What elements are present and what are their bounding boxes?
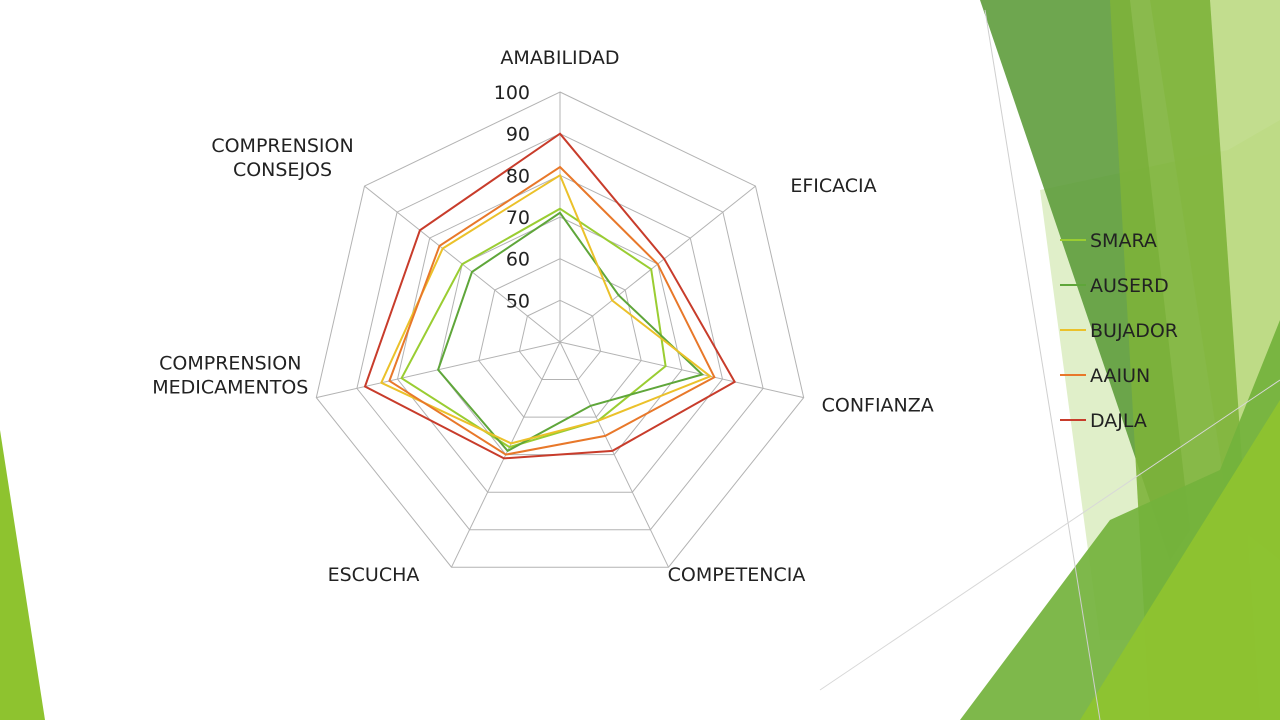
series-line-smara (400, 207, 667, 449)
decor-bottom-right (1080, 400, 1280, 720)
legend-label: BUJADOR (1090, 320, 1178, 342)
legend-item-aaiun: AAIUN (1060, 365, 1150, 387)
tick-label: 50 (506, 290, 530, 312)
series-line-aaiun (388, 165, 716, 456)
tick-label: 90 (506, 124, 530, 146)
radar-tick-labels: 50 60 70 80 90 100 (494, 82, 530, 312)
legend-item-dajla: DAJLA (1060, 410, 1147, 432)
radar-axis-labels: AMABILIDAD EFICACIA CONFIANZA COMPETENCIA ES… (152, 47, 934, 586)
series-line-bujador (379, 173, 713, 445)
axis-label-4: ESCUCHA (328, 564, 420, 586)
decor-thin-line-2 (819, 379, 1280, 691)
axis-label-5: COMPRENSION MEDICAMENTOS (152, 353, 308, 399)
legend-item-bujador: BUJADOR (1060, 320, 1178, 342)
axis-label-2: CONFIANZA (822, 395, 934, 417)
legend-item-auserd: AUSERD (1060, 275, 1169, 297)
radar-chart: 50 60 70 80 90 100 AMABILIDAD EFICACIA CONFIANZ… (152, 47, 934, 586)
legend-item-smara: SMARA (1060, 230, 1157, 252)
grid-ring-60 (478, 258, 642, 418)
decor-left-sliver (0, 430, 45, 720)
grid-ring-80 (396, 174, 724, 493)
tick-label: 60 (506, 249, 530, 271)
legend-label: SMARA (1090, 230, 1157, 252)
grid-ring-90 (356, 133, 764, 531)
radar-spokes (316, 92, 804, 568)
chart-legend: SMARA AUSERD BUJADOR AAIUN DAJLA (1060, 230, 1178, 432)
grid-ring-50 (518, 299, 602, 380)
decor-right (819, 0, 1280, 720)
legend-label: DAJLA (1090, 410, 1147, 432)
axis-label-0: AMABILIDAD (500, 47, 619, 69)
series-line-auserd (436, 211, 705, 453)
radar-series (363, 132, 737, 460)
tick-label: 70 (506, 207, 530, 229)
series-line-dajla (363, 132, 737, 460)
legend-label: AUSERD (1090, 275, 1169, 297)
spoke-2 (559, 341, 804, 399)
decor-thin-line-1 (984, 9, 1101, 720)
legend-label: AAIUN (1090, 365, 1150, 387)
spoke-3 (559, 341, 669, 568)
axis-label-3: COMPETENCIA (668, 564, 806, 586)
axis-label-6: COMPRENSION CONSEJOS (211, 135, 353, 181)
grid-ring-100 (315, 91, 805, 568)
axis-label-1: EFICACIA (790, 175, 876, 197)
tick-label: 80 (506, 165, 530, 187)
tick-label: 100 (494, 82, 530, 104)
